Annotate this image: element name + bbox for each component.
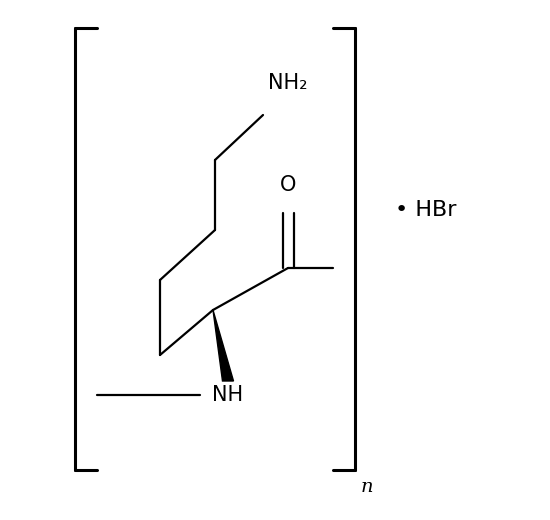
Text: NH: NH — [212, 385, 244, 405]
Polygon shape — [213, 310, 234, 381]
Text: O: O — [280, 175, 296, 195]
Text: n: n — [361, 478, 373, 496]
Text: • HBr: • HBr — [395, 200, 456, 220]
Text: NH₂: NH₂ — [268, 73, 307, 93]
